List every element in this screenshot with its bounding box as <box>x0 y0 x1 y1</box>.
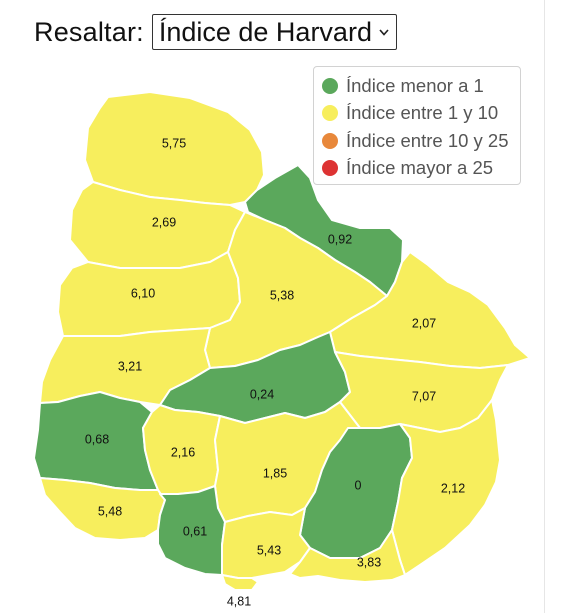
department-label-tacuarembo: 5,38 <box>270 288 294 302</box>
department-label-flores: 2,16 <box>171 445 195 459</box>
highlight-label: Resaltar: <box>34 16 144 47</box>
legend-item-above-25[interactable]: Índice mayor a 25 <box>322 155 520 183</box>
index-select-value: Índice de Harvard <box>158 16 372 47</box>
legend-label: Índice menor a 1 <box>346 74 484 96</box>
department-label-rio-negro: 3,21 <box>118 359 142 373</box>
department-label-artigas: 5,75 <box>162 136 186 150</box>
legend-label: Índice entre 10 y 25 <box>346 129 509 151</box>
legend-item-10-to-25[interactable]: Índice entre 10 y 25 <box>322 127 520 155</box>
department-label-rivera: 0,92 <box>328 232 352 246</box>
department-label-soriano: 0,68 <box>85 432 109 446</box>
department-label-paysandu: 6,10 <box>131 286 155 300</box>
department-rocha[interactable] <box>391 399 501 576</box>
index-select[interactable]: Índice de Harvard <box>151 14 397 50</box>
department-label-cerro-largo: 2,07 <box>412 316 436 330</box>
legend-item-below-1[interactable]: Índice menor a 1 <box>322 72 520 100</box>
legend-dot-icon <box>322 77 338 94</box>
department-label-lavalleja: 0 <box>355 478 362 492</box>
department-maldonado[interactable] <box>289 529 406 583</box>
department-montevideo[interactable] <box>221 574 259 591</box>
department-label-san-jose: 0,61 <box>183 524 207 538</box>
department-label-florida: 1,85 <box>263 466 287 480</box>
department-label-colonia: 5,48 <box>98 504 122 518</box>
legend-label: Índice entre 1 y 10 <box>346 102 499 124</box>
department-label-canelones: 5,43 <box>257 543 281 557</box>
department-san-jose[interactable] <box>157 485 226 576</box>
department-label-treinta-y-tres: 7,07 <box>412 389 436 403</box>
legend-dot-icon <box>322 160 338 177</box>
legend-label: Índice mayor a 25 <box>346 157 494 179</box>
department-label-rocha: 2,12 <box>441 481 465 495</box>
department-label-durazno: 0,24 <box>250 387 274 401</box>
department-label-salto: 2,69 <box>152 215 176 229</box>
chevron-down-icon <box>379 29 389 36</box>
map-legend: Índice menor a 1 Índice entre 1 y 10 Índ… <box>313 66 521 185</box>
department-label-maldonado: 3,83 <box>357 555 381 569</box>
legend-dot-icon <box>322 105 338 122</box>
panel-border <box>544 0 545 613</box>
department-label-montevideo: 4,81 <box>227 594 251 608</box>
legend-item-1-to-10[interactable]: Índice entre 1 y 10 <box>322 100 520 128</box>
legend-dot-icon <box>322 132 338 149</box>
highlight-control: Resaltar: Índice de Harvard <box>34 12 397 52</box>
